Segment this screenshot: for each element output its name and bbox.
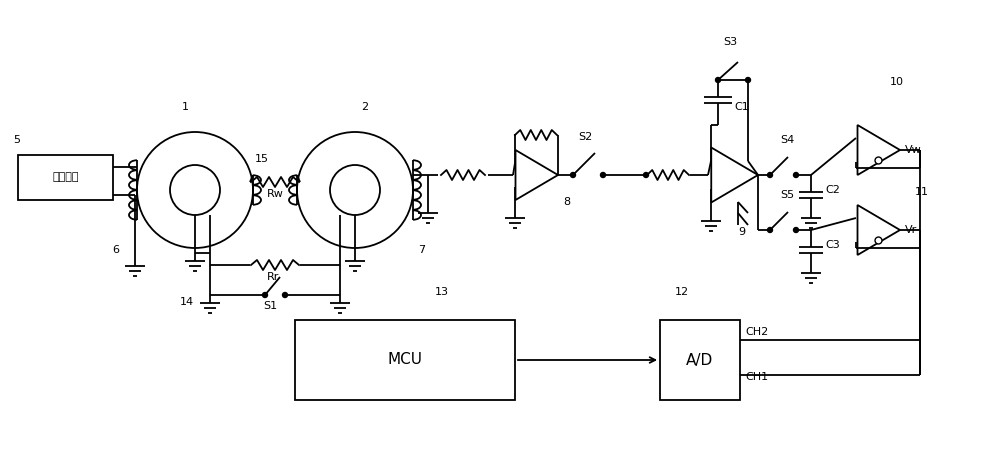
Text: 6: 6 [112, 245, 119, 255]
Text: 13: 13 [435, 287, 449, 297]
Text: CH1: CH1 [745, 372, 768, 382]
Circle shape [644, 173, 648, 177]
Text: 9: 9 [738, 227, 745, 237]
FancyBboxPatch shape [660, 320, 740, 400]
Text: 11: 11 [915, 187, 929, 197]
Text: 12: 12 [675, 287, 689, 297]
Text: S5: S5 [780, 190, 794, 200]
Text: S2: S2 [578, 132, 592, 142]
Text: Rr: Rr [267, 272, 279, 282]
Text: S1: S1 [263, 301, 277, 311]
Text: 8: 8 [563, 197, 570, 207]
Circle shape [600, 173, 606, 177]
Circle shape [794, 173, 798, 177]
Text: 1: 1 [182, 102, 188, 112]
Circle shape [262, 293, 268, 297]
FancyBboxPatch shape [18, 155, 113, 200]
FancyBboxPatch shape [295, 320, 515, 400]
Text: 5: 5 [13, 135, 20, 145]
Circle shape [794, 227, 798, 233]
Text: Vr: Vr [905, 225, 917, 235]
Text: S3: S3 [723, 37, 737, 47]
Text: 10: 10 [890, 77, 904, 87]
Circle shape [570, 173, 576, 177]
Text: C3: C3 [825, 240, 840, 250]
Circle shape [170, 165, 220, 215]
Text: Vw: Vw [905, 145, 922, 155]
Text: 15: 15 [255, 154, 269, 164]
Text: C1: C1 [734, 102, 749, 112]
Circle shape [283, 293, 288, 297]
Text: 激励信号: 激励信号 [52, 173, 79, 182]
Text: MCU: MCU [388, 353, 422, 368]
Circle shape [768, 173, 772, 177]
Text: C2: C2 [825, 184, 840, 195]
Text: 2: 2 [361, 102, 369, 112]
Text: 7: 7 [418, 245, 425, 255]
Text: 14: 14 [180, 297, 194, 307]
Circle shape [716, 77, 720, 83]
Circle shape [768, 227, 772, 233]
Text: CH2: CH2 [745, 327, 768, 337]
Text: Rw: Rw [267, 189, 284, 199]
Circle shape [330, 165, 380, 215]
Circle shape [746, 77, 750, 83]
Text: A/D: A/D [686, 353, 714, 368]
Text: S4: S4 [780, 135, 794, 145]
